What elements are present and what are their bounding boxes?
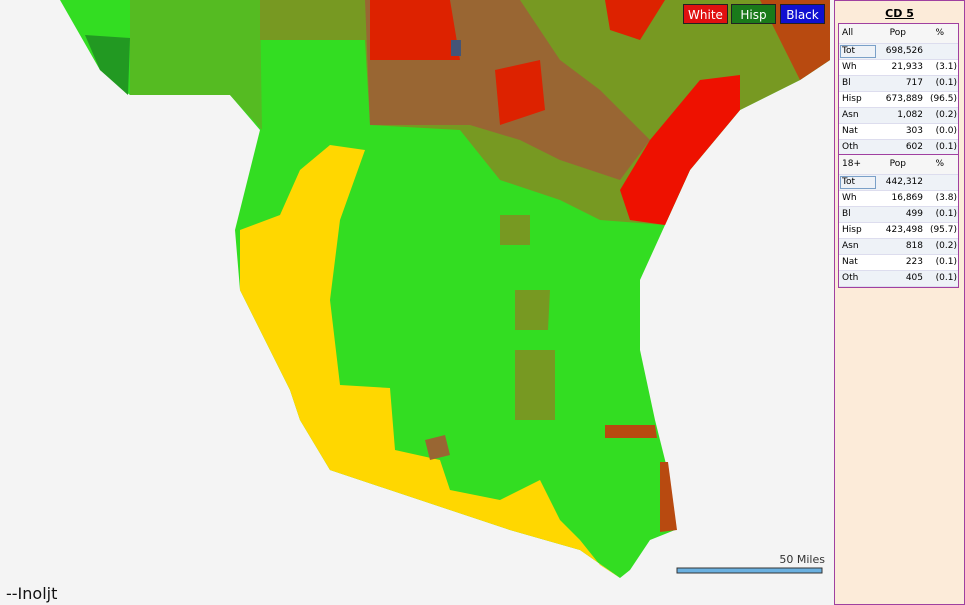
table-cell: Oth [842,142,859,152]
table-row: Wh 16,869 (3.8) [839,191,958,207]
district-red [370,0,460,60]
table-cell: (0.2) [935,110,957,120]
selected-box [840,176,876,189]
table-row: Tot 442,312 [839,175,958,191]
district-olive [515,350,555,420]
table-row: Nat 303 (0.0) [839,124,958,140]
table-row: Hisp 673,889 (96.5) [839,92,958,108]
table-cell: Hisp [842,225,862,235]
selected-box [840,45,876,58]
table-cell: (96.5) [929,94,957,104]
table-cell: Tot [842,46,856,56]
district-mid-green [130,0,262,130]
table-cell: 303 [905,126,923,136]
table-cell: (3.1) [935,62,957,72]
table-cell: (0.2) [935,241,957,251]
district-olive [500,215,530,245]
table-cell: Hisp [842,94,862,104]
table-cell: (0.1) [935,209,957,219]
table-row: Oth 405 (0.1) [839,271,958,287]
scale-bar [676,567,823,574]
table-cell: Oth [842,273,859,283]
table-cell: (0.1) [935,257,957,267]
table-cell: Tot [842,177,856,187]
table-row: Asn 818 (0.2) [839,239,958,255]
table-cell: Wh [842,62,857,72]
map [60,0,830,578]
stats-table: All Pop% Tot 698,526 Wh 21,933 (3.1) Bl 717 (0.1)… [838,23,959,157]
table-cell: Nat [842,257,858,267]
stats-table: 18+ Pop% Tot 442,312 Wh 16,869 (3.8) Bl 499 (0.1)… [838,154,959,288]
table-cell: 673,889 [885,94,923,104]
table-cell: (0.1) [935,78,957,88]
district-red-brown [660,462,677,532]
district-blue [451,40,461,56]
table-cell: Nat [842,126,858,136]
table-cell: 717 [905,78,923,88]
table-cell: 405 [905,273,923,283]
legend-button[interactable]: White [683,4,728,24]
table-cell: (95.7) [929,225,957,235]
district-dark-green [85,35,130,95]
scale-label: 50 Miles [779,553,825,566]
table-cell: (0.0) [935,126,957,136]
header-cell: % [935,28,944,38]
district-red [605,0,665,40]
table-cell: 423,498 [885,225,923,235]
table-cell: 499 [905,209,923,219]
table-cell: (0.1) [935,142,957,152]
side-panel: CD 5 All Pop% Tot 698,526 Wh 21,933 (3.1) Bl 717… [834,0,965,605]
table-cell: (0.1) [935,273,957,283]
table-cell: 442,312 [885,177,923,187]
table-row: Bl 499 (0.1) [839,207,958,223]
legend-button[interactable]: Black [780,4,825,24]
table-cell: 698,526 [885,46,923,56]
district-red-brown [605,425,657,438]
district-yellow [240,145,620,578]
table-row: Hisp 423,498 (95.7) [839,223,958,239]
table-row: Nat 223 (0.1) [839,255,958,271]
table-cell: 602 [905,142,923,152]
table-cell: Bl [842,78,851,88]
table-row: Wh 21,933 (3.1) [839,60,958,76]
table-cell: (3.8) [935,193,957,203]
district-red [495,60,545,125]
district-olive [515,290,550,330]
table-row: Asn 1,082 (0.2) [839,108,958,124]
table-cell: Asn [842,110,859,120]
table-header: 18+ Pop% [839,155,958,175]
legend-button[interactable]: Hisp [731,4,776,24]
header-cell: Pop [889,159,906,169]
table-cell: 21,933 [891,62,924,72]
table-cell: Wh [842,193,857,203]
signature: --Inoljt [6,584,58,603]
table-cell: Bl [842,209,851,219]
table-row: Tot 698,526 [839,44,958,60]
table-cell: 223 [905,257,923,267]
header-cell: 18+ [842,159,861,169]
district-red [620,75,740,225]
table-row: Bl 717 (0.1) [839,76,958,92]
header-cell: All [842,28,854,38]
table-cell: 818 [905,241,923,251]
header-cell: Pop [889,28,906,38]
table-cell: 1,082 [897,110,923,120]
table-cell: 16,869 [891,193,924,203]
panel-title: CD 5 [885,7,914,20]
header-cell: % [935,159,944,169]
table-header: All Pop% [839,24,958,44]
district-brown [425,435,450,460]
table-cell: Asn [842,241,859,251]
